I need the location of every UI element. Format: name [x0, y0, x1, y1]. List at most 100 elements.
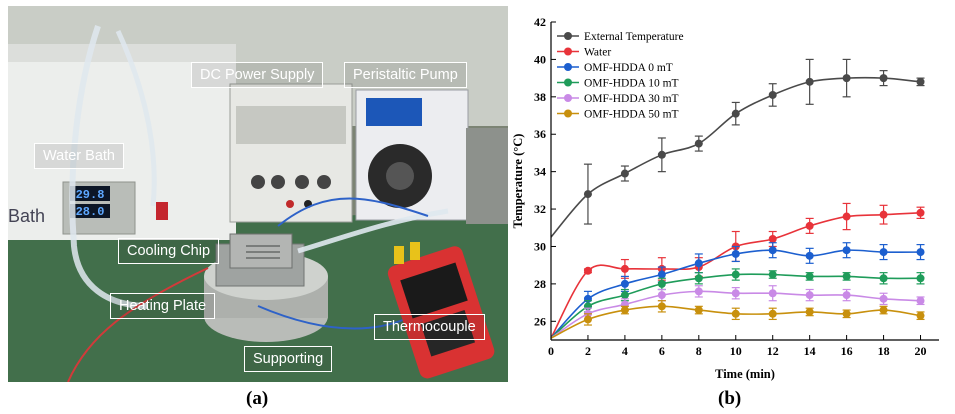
data-point [805, 221, 814, 230]
data-point [805, 272, 814, 281]
x-tick-label: 10 [730, 344, 742, 358]
legend-marker [564, 47, 572, 56]
legend-marker [564, 32, 572, 40]
legend-label: OMF-HDDA 50 mT [584, 109, 679, 121]
callout-dc-power-supply: DC Power Supply [191, 62, 324, 88]
y-tick-label: 42 [534, 15, 546, 29]
data-point [657, 270, 666, 279]
data-point [805, 291, 814, 300]
x-tick-label: 20 [915, 344, 927, 358]
x-tick-label: 8 [696, 344, 702, 358]
y-tick-label: 30 [534, 239, 546, 253]
x-tick-label: 2 [585, 344, 591, 358]
data-point [842, 309, 851, 318]
data-point [694, 139, 703, 148]
data-point [620, 169, 629, 178]
x-tick-label: 16 [841, 344, 853, 358]
data-point [879, 210, 888, 219]
data-point [879, 248, 888, 257]
legend-marker [564, 78, 572, 87]
data-point [842, 272, 851, 281]
callout-supporting: Supporting [244, 346, 333, 372]
data-point [731, 249, 740, 258]
data-point [731, 109, 740, 118]
setup-photo: 29.8 28.0 Bath [8, 6, 508, 382]
x-tick-label: 18 [878, 344, 890, 358]
y-tick-label: 32 [534, 202, 546, 216]
bath-display-top: 29.8 [76, 188, 105, 202]
data-point [805, 307, 814, 316]
panel-b-caption: (b) [718, 388, 742, 409]
data-point [731, 309, 740, 318]
data-point [879, 294, 888, 303]
data-point [620, 264, 629, 273]
legend-marker [564, 94, 572, 102]
temperature-chart: 0 2 4 6 8 10 12 14 16 18 20 26 28 30 32 34 36 38 40 42 Exte… [511, 15, 939, 381]
data-point [583, 266, 592, 275]
legend-label: External Temperature [584, 31, 684, 43]
data-point [583, 315, 592, 324]
callout-cooling-chip: Cooling Chip [118, 238, 220, 264]
panel-a-caption: (a) [246, 388, 269, 409]
data-point [620, 279, 629, 288]
data-point [916, 311, 925, 320]
bath-brand-text: Bath [8, 206, 45, 226]
y-tick-label: 40 [534, 52, 546, 66]
x-tick-label: 14 [804, 344, 816, 358]
data-point [842, 74, 851, 83]
y-axis-label: Temperature (°C) [511, 134, 525, 229]
x-tick-label: 6 [659, 344, 665, 358]
x-axis-label: Time (min) [715, 367, 775, 381]
callout-water-bath: Water Bath [34, 143, 124, 169]
legend-marker [564, 63, 572, 71]
data-point [731, 270, 740, 279]
data-point [842, 212, 851, 221]
data-point [768, 309, 777, 318]
legend-label: OMF-HDDA 0 mT [584, 62, 673, 74]
legend-label: OMF-HDDA 10 mT [584, 78, 679, 90]
y-tick-label: 26 [534, 314, 546, 328]
data-point [879, 306, 888, 315]
data-point [768, 246, 777, 255]
data-point [842, 246, 851, 255]
legend-marker [564, 109, 572, 118]
data-point [620, 306, 629, 315]
x-tick-label: 12 [767, 344, 779, 358]
data-point [694, 287, 703, 296]
data-point [657, 279, 666, 288]
data-point [805, 77, 814, 86]
callout-heating-plate: Heating Plate [110, 293, 216, 319]
data-point [620, 291, 629, 300]
y-tick-label: 38 [534, 90, 546, 104]
setup-photo-illustration: 29.8 28.0 Bath [8, 6, 508, 382]
data-point [916, 208, 925, 217]
bath-display-bottom: 28.0 [76, 205, 105, 219]
data-point [768, 234, 777, 243]
y-tick-label: 34 [534, 165, 546, 179]
data-point [842, 291, 851, 300]
x-tick-label: 4 [622, 344, 628, 358]
data-point [879, 274, 888, 283]
callout-peristaltic-pump: Peristaltic Pump [344, 62, 467, 88]
data-point [768, 289, 777, 298]
data-point [805, 251, 814, 260]
legend-label: Water [584, 47, 611, 59]
data-point [657, 291, 666, 300]
data-point [916, 296, 925, 305]
data-point [768, 270, 777, 279]
x-tick-label: 0 [548, 344, 554, 358]
data-point [657, 302, 666, 311]
data-point [768, 90, 777, 99]
data-point [583, 190, 592, 199]
data-point [916, 274, 925, 283]
callout-thermocouple: Thermocouple [374, 314, 485, 340]
data-point [879, 74, 888, 83]
data-point [731, 289, 740, 298]
data-point [694, 306, 703, 315]
data-point [657, 150, 666, 159]
series-line [550, 273, 921, 339]
y-tick-label: 28 [534, 277, 546, 291]
legend-label: OMF-HDDA 30 mT [584, 93, 679, 105]
data-point [916, 77, 925, 86]
data-point [694, 274, 703, 283]
